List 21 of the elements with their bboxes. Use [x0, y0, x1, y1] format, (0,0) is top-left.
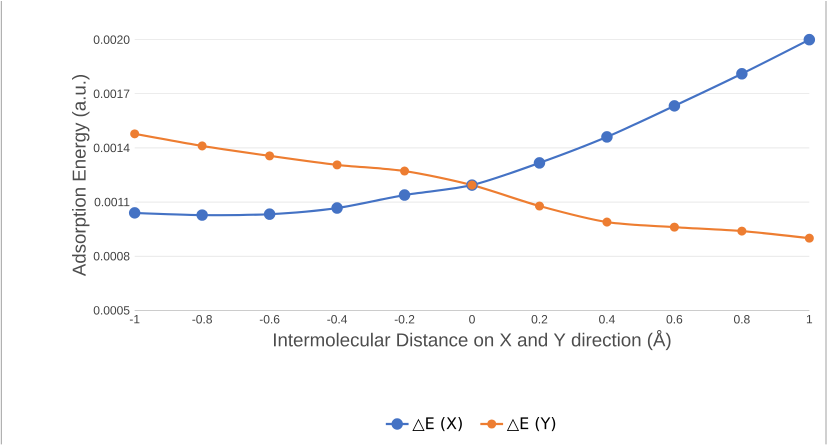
x-tick-label: -0.8: [192, 315, 212, 324]
x-tick-label: 1: [806, 315, 812, 324]
x-tick-label: 0.4: [599, 315, 615, 324]
y-tick-label: 0.0011: [94, 198, 130, 206]
y-tick-label: 0.0005: [94, 306, 130, 315]
x-tick-label: 0.8: [734, 315, 750, 324]
y-axis-title: Adsorption Energy (a.u.): [72, 75, 90, 276]
x-axis-title: Intermolecular Distance on X and Y direction (Å): [274, 330, 670, 350]
y-tick-label: 0.0020: [94, 35, 130, 44]
y-tick-label: 0.0014: [94, 144, 130, 152]
x-tick-label: -0.4: [327, 315, 348, 324]
x-tick-label: 0.6: [666, 315, 682, 324]
legend-label: △E (X): [412, 416, 462, 432]
legend-label: △E (Y): [506, 416, 556, 432]
x-tick-label: -0.6: [260, 315, 280, 324]
x-tick-label: -0.2: [394, 315, 414, 324]
y-tick-label: 0.0008: [94, 252, 130, 260]
y-tick-label: 0.0017: [94, 90, 130, 98]
x-tick-label: 0.2: [532, 315, 548, 324]
x-tick-label: 0: [469, 315, 475, 324]
x-tick-label: -1: [130, 315, 140, 324]
